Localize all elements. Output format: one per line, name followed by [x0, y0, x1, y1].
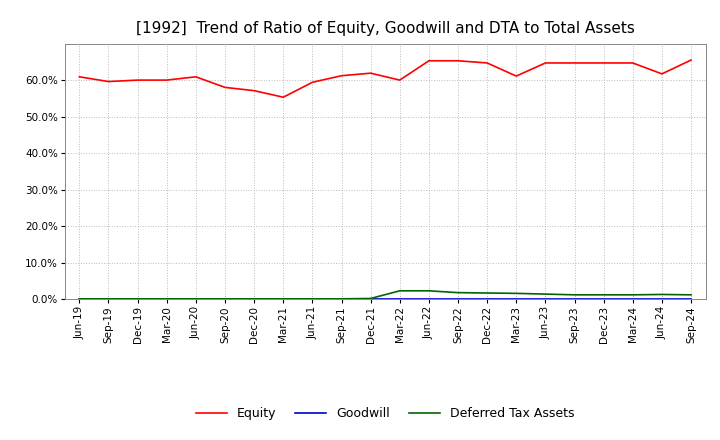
Deferred Tax Assets — [337, 296, 346, 301]
Deferred Tax Assets — [687, 292, 696, 297]
Line: Equity: Equity — [79, 60, 691, 97]
Equity — [279, 95, 287, 100]
Deferred Tax Assets — [425, 288, 433, 293]
Deferred Tax Assets — [483, 290, 492, 296]
Equity — [657, 71, 666, 77]
Equity — [133, 77, 142, 83]
Deferred Tax Assets — [395, 288, 404, 293]
Goodwill — [512, 297, 521, 302]
Goodwill — [366, 297, 375, 302]
Equity — [163, 77, 171, 83]
Equity — [541, 60, 550, 66]
Legend: Equity, Goodwill, Deferred Tax Assets: Equity, Goodwill, Deferred Tax Assets — [191, 403, 580, 425]
Equity — [599, 60, 608, 66]
Goodwill — [250, 297, 258, 302]
Goodwill — [541, 297, 550, 302]
Equity — [104, 79, 113, 84]
Goodwill — [308, 297, 317, 302]
Deferred Tax Assets — [629, 292, 637, 297]
Equity — [75, 74, 84, 80]
Equity — [629, 60, 637, 66]
Goodwill — [192, 297, 200, 302]
Goodwill — [337, 297, 346, 302]
Deferred Tax Assets — [133, 296, 142, 301]
Equity — [483, 60, 492, 66]
Deferred Tax Assets — [512, 291, 521, 296]
Equity — [250, 88, 258, 93]
Goodwill — [104, 297, 113, 302]
Deferred Tax Assets — [163, 296, 171, 301]
Goodwill — [599, 297, 608, 302]
Equity — [512, 73, 521, 79]
Title: [1992]  Trend of Ratio of Equity, Goodwill and DTA to Total Assets: [1992] Trend of Ratio of Equity, Goodwil… — [136, 21, 634, 36]
Deferred Tax Assets — [279, 296, 287, 301]
Deferred Tax Assets — [250, 296, 258, 301]
Goodwill — [629, 297, 637, 302]
Goodwill — [220, 297, 229, 302]
Goodwill — [75, 297, 84, 302]
Deferred Tax Assets — [75, 296, 84, 301]
Goodwill — [279, 297, 287, 302]
Deferred Tax Assets — [599, 292, 608, 297]
Deferred Tax Assets — [220, 296, 229, 301]
Equity — [395, 77, 404, 83]
Deferred Tax Assets — [308, 296, 317, 301]
Line: Deferred Tax Assets: Deferred Tax Assets — [79, 291, 691, 299]
Goodwill — [454, 297, 462, 302]
Equity — [687, 57, 696, 62]
Deferred Tax Assets — [657, 292, 666, 297]
Deferred Tax Assets — [541, 291, 550, 297]
Goodwill — [483, 297, 492, 302]
Equity — [425, 58, 433, 63]
Goodwill — [425, 297, 433, 302]
Equity — [454, 58, 462, 63]
Goodwill — [395, 297, 404, 302]
Deferred Tax Assets — [104, 296, 113, 301]
Goodwill — [687, 297, 696, 302]
Deferred Tax Assets — [192, 296, 200, 301]
Equity — [220, 85, 229, 90]
Equity — [337, 73, 346, 78]
Deferred Tax Assets — [366, 296, 375, 301]
Deferred Tax Assets — [570, 292, 579, 297]
Equity — [570, 60, 579, 66]
Equity — [308, 80, 317, 85]
Goodwill — [133, 297, 142, 302]
Equity — [192, 74, 200, 80]
Deferred Tax Assets — [454, 290, 462, 295]
Goodwill — [163, 297, 171, 302]
Equity — [366, 70, 375, 76]
Goodwill — [657, 297, 666, 302]
Goodwill — [570, 297, 579, 302]
